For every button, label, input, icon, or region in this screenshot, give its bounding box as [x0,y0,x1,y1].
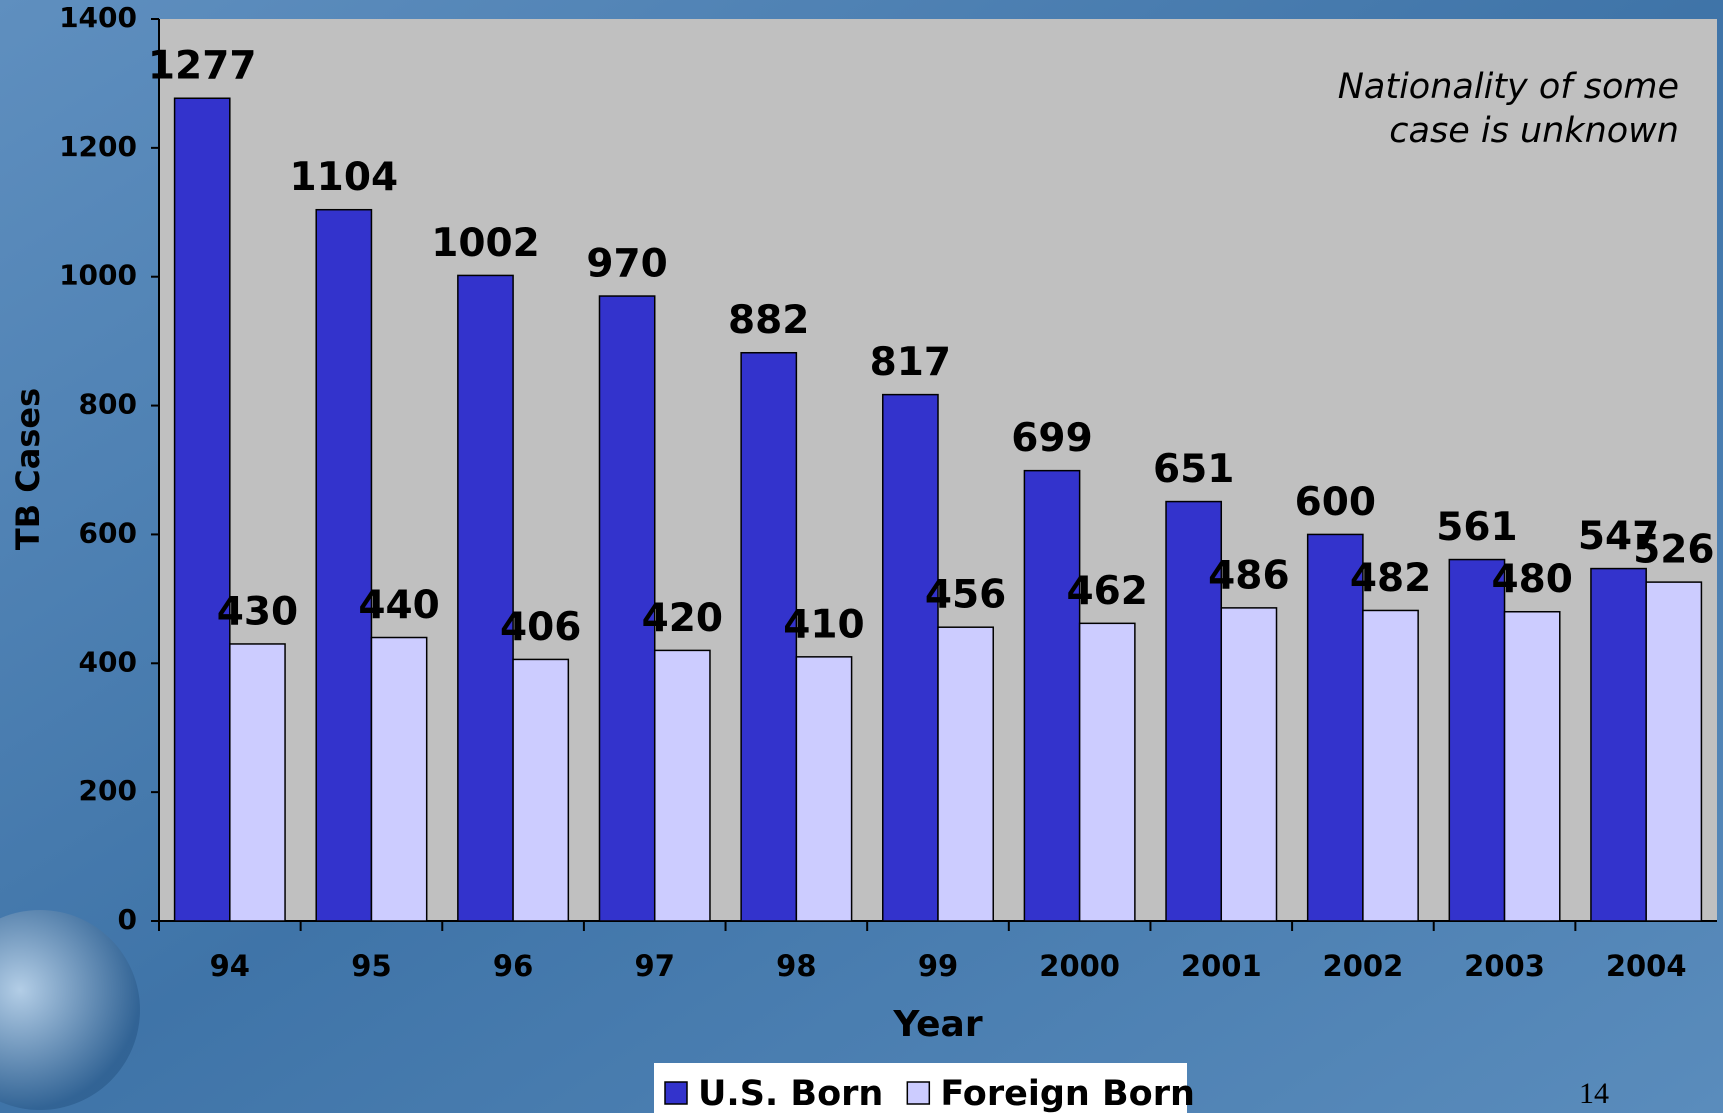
y-tick-label: 1000 [59,259,137,292]
y-tick-label: 400 [79,645,137,678]
y-tick-label: 1400 [59,1,137,34]
x-tick-label: 2004 [1606,949,1687,983]
annotation: case is unknown [1389,111,1679,151]
y-tick-label: 800 [79,388,137,421]
bar [173,97,231,922]
bar [1448,558,1506,922]
value-label: 600 [1295,480,1376,525]
y-tick-label: 0 [118,903,137,936]
value-label: 561 [1436,505,1517,550]
page-number: 14 [1579,1077,1609,1110]
value-label: 410 [783,602,864,647]
annotation: Nationality of some [1338,67,1679,107]
bar [882,393,939,922]
value-label: 1002 [431,221,540,266]
bar [1306,533,1364,922]
value-label: 486 [1208,553,1289,598]
value-label: 462 [1067,569,1148,614]
bar [1023,469,1081,922]
value-label: 480 [1491,557,1572,602]
y-axis-label: TB Cases [9,388,47,550]
legend-swatch [664,1081,688,1105]
bar [457,274,514,922]
bar [598,295,656,922]
x-tick-label: 2003 [1464,949,1545,983]
bar [512,658,570,922]
y-tick-label: 600 [79,516,137,549]
bar [1220,607,1278,922]
x-tick-label: 94 [210,949,250,983]
value-label: 456 [925,573,1006,618]
value-label: 482 [1350,556,1431,601]
legend-label: Foreign Born [940,1074,1195,1113]
value-label: 547 [1578,514,1659,559]
x-tick-label: 99 [918,949,958,983]
legend-swatch [906,1081,931,1105]
x-tick-label: 2002 [1323,949,1404,983]
x-tick-label: 98 [776,949,816,983]
bar [937,626,994,922]
value-label: 970 [586,242,667,287]
value-label: 882 [728,298,809,343]
value-label: 406 [500,605,581,650]
x-tick-label: 95 [351,949,391,983]
bar [1645,581,1703,922]
value-label: 440 [358,583,439,628]
value-label: 1277 [148,44,257,89]
value-label: 651 [1153,447,1234,492]
x-axis-label: Year [892,1004,982,1045]
x-tick-label: 96 [493,949,533,983]
bar [1078,622,1136,922]
value-label: 526 [1633,528,1714,573]
x-tick-label: 97 [635,949,675,983]
globe-decoration [0,910,140,1110]
value-label: 699 [1011,416,1092,461]
bar [370,636,428,922]
legend-label: U.S. Born [698,1074,883,1113]
bar [315,208,373,922]
bar [653,649,711,922]
bar [740,351,798,922]
bar [1590,567,1647,922]
bar [1362,609,1419,922]
y-tick-label: 1200 [59,130,137,163]
y-tick-label: 200 [79,774,137,807]
bar [795,656,853,922]
x-tick-label: 2000 [1039,949,1120,983]
value-label: 420 [642,596,723,641]
x-tick-label: 2001 [1181,949,1262,983]
value-label: 1104 [290,155,399,200]
value-label: 430 [217,589,298,634]
bar [229,643,286,922]
value-label: 817 [870,340,951,385]
bar [1503,610,1561,922]
